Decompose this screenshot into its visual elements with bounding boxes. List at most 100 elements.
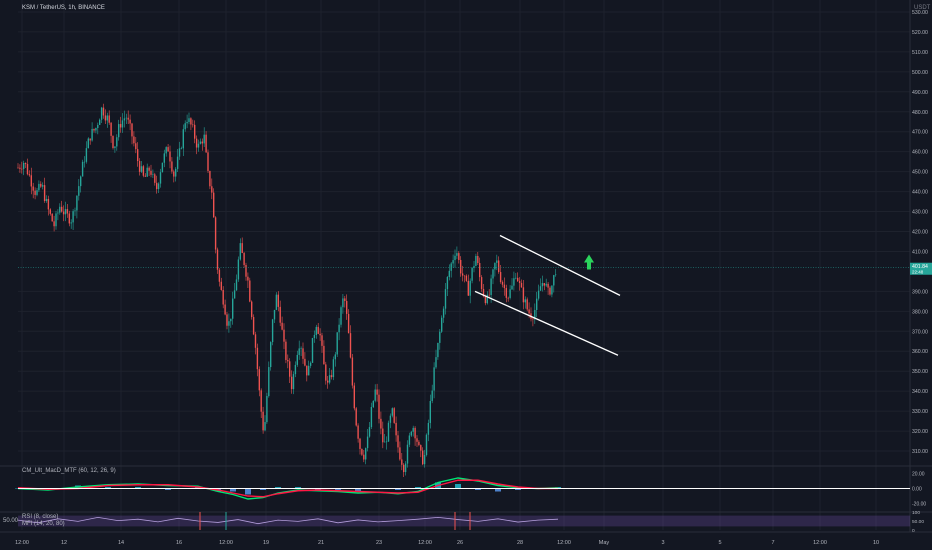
channel-upper-line: [499, 234, 621, 296]
candle-body: [397, 435, 399, 448]
macd-histogram-bar: [295, 487, 301, 489]
candle-body: [340, 307, 342, 325]
candle-body: [78, 186, 80, 196]
candle-body: [496, 260, 498, 263]
price-tick-label: 450.00: [912, 170, 928, 176]
candle-body: [387, 422, 390, 442]
macd-histogram-bar: [395, 488, 401, 490]
price-tick-label: 520.00: [912, 30, 928, 36]
time-tick-label: 12:00: [219, 540, 233, 546]
macd-series-line-slow: [17, 479, 558, 498]
candle-body: [249, 280, 251, 302]
candle-body: [332, 359, 335, 378]
candle-body: [378, 394, 380, 419]
channel-lower-line: [474, 290, 619, 356]
time-tick-label: 12:00: [15, 540, 29, 546]
candle-body: [220, 281, 222, 290]
candle-body: [361, 448, 363, 455]
time-tick-label: 14: [118, 540, 124, 546]
candle-body: [80, 176, 82, 187]
candle-body: [355, 408, 357, 426]
candle-body: [277, 294, 279, 307]
candle-body: [36, 190, 38, 195]
candle-body: [163, 153, 165, 163]
candle-body: [30, 175, 32, 187]
candle-body: [62, 211, 65, 215]
candle-body: [97, 124, 99, 128]
candle-body: [264, 422, 266, 431]
rsi-line: [17, 516, 559, 525]
candle-body: [406, 444, 409, 464]
candle-body: [247, 276, 249, 281]
price-tick-label: 470.00: [912, 130, 928, 136]
candle-body: [230, 318, 232, 322]
candle-body: [366, 436, 369, 449]
candle-body: [188, 118, 190, 123]
candle-body: [532, 318, 534, 320]
mfi-indicator-label[interactable]: MFI (14, 20, 80): [22, 521, 65, 527]
candle-body: [45, 198, 48, 202]
candle-body: [271, 319, 274, 343]
candle-body: [431, 390, 433, 401]
price-tick-label: 390.00: [912, 289, 928, 295]
candle-body: [458, 253, 460, 260]
candle-body: [224, 304, 226, 315]
macd-histogram-bar: [260, 488, 266, 490]
symbol-header[interactable]: KSM / TetherUS, 1h, BINANCE: [22, 5, 105, 11]
candle-body: [520, 282, 523, 288]
candle-body: [235, 279, 238, 291]
last-price-tag: [910, 262, 932, 275]
candle-body: [152, 174, 154, 175]
candle-body: [342, 298, 344, 308]
candle-body: [68, 213, 70, 224]
candle-body: [258, 369, 260, 391]
candle-body: [228, 321, 230, 326]
candle-body: [28, 174, 31, 176]
candle-body: [317, 326, 319, 334]
candle-body: [442, 308, 445, 318]
candle-body: [89, 138, 91, 141]
candle-body: [102, 107, 105, 116]
candle-body: [194, 124, 196, 139]
macd-histogram-bar: [135, 487, 141, 489]
candle-body: [26, 164, 29, 175]
candle-body: [192, 124, 194, 126]
rsi-indicator-label[interactable]: RSI (8, close): [22, 514, 59, 520]
candle-body: [237, 259, 240, 280]
candle-body: [452, 260, 454, 264]
macd-histogram-bar: [275, 487, 281, 489]
candle-body: [448, 270, 450, 278]
candle-body: [435, 357, 437, 368]
price-tick-label: 410.00: [912, 249, 928, 255]
candle-body: [252, 317, 255, 335]
candle-body: [539, 286, 542, 291]
candle-body: [330, 375, 333, 378]
time-tick-label: 12: [61, 540, 67, 546]
macd-tick-label: 20.00: [912, 472, 925, 478]
candle-body: [309, 362, 312, 366]
macd-histogram-bar: [165, 488, 171, 490]
candle-body: [175, 168, 177, 177]
candle-body: [118, 124, 120, 138]
candle-body: [81, 161, 84, 177]
macd-indicator-label[interactable]: CM_Ult_MacD_MTF (60, 12, 26, 9): [22, 468, 116, 474]
candle-body: [338, 324, 340, 333]
candle-body: [157, 183, 160, 190]
candle-body: [114, 146, 116, 149]
candle-body: [551, 285, 553, 295]
last-price-sublabel: 22:48: [912, 270, 924, 275]
price-tick-label: 490.00: [912, 90, 928, 96]
currency-label: USDT: [914, 5, 931, 11]
candle-body: [142, 166, 145, 176]
candle-body: [308, 365, 310, 376]
candle-body: [537, 290, 540, 299]
candle-body: [273, 309, 276, 320]
candle-body: [197, 143, 200, 148]
time-tick-label: 19: [263, 540, 269, 546]
candle-body: [159, 172, 162, 184]
candle-body: [484, 296, 487, 304]
candle-body: [251, 301, 253, 318]
candle-body: [334, 354, 336, 360]
candle-body: [239, 243, 241, 260]
